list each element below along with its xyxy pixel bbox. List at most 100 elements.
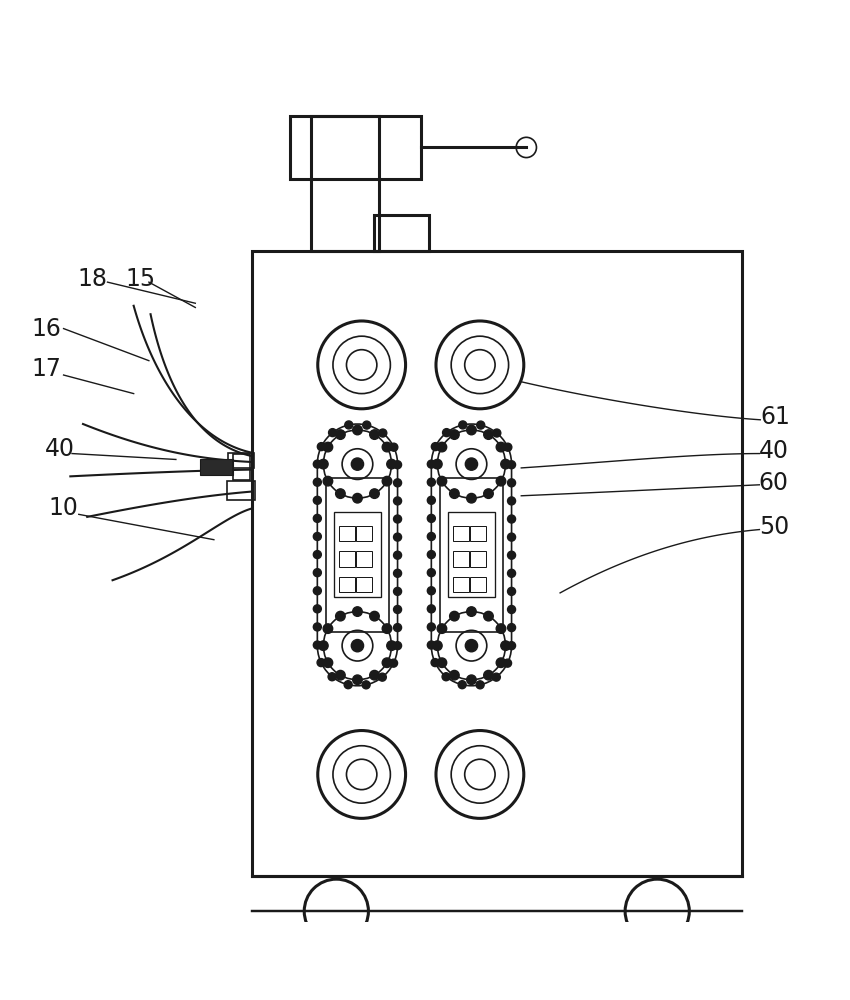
Circle shape [378,673,386,681]
Circle shape [492,673,501,681]
Circle shape [428,496,435,504]
Circle shape [507,461,516,469]
Circle shape [389,659,398,667]
Circle shape [507,605,516,613]
Circle shape [459,421,467,429]
Circle shape [428,478,435,486]
Circle shape [323,658,332,667]
Circle shape [394,551,401,559]
Circle shape [428,514,435,522]
Circle shape [496,624,506,633]
Bar [334,512,381,597]
Bar [290,116,421,179]
Circle shape [314,551,321,559]
Circle shape [476,681,484,689]
Circle shape [336,489,345,498]
Circle shape [450,670,459,680]
Circle shape [428,641,435,649]
Bar [470,577,485,592]
Circle shape [394,642,401,650]
Circle shape [382,658,392,667]
Circle shape [336,611,345,621]
Circle shape [353,607,362,616]
Circle shape [379,429,387,437]
Circle shape [507,587,516,595]
Bar [227,481,255,500]
Circle shape [496,442,506,452]
Text: 10: 10 [48,496,78,520]
Circle shape [465,458,478,470]
Text: 40: 40 [759,439,789,463]
Bar [356,577,371,592]
Bar [339,526,354,541]
Circle shape [484,430,493,439]
Bar [326,478,388,632]
Circle shape [363,421,371,429]
Circle shape [458,681,466,689]
Circle shape [317,659,325,667]
Circle shape [431,659,439,667]
Bar [448,512,495,597]
Circle shape [370,611,379,621]
Bar [454,577,468,592]
Circle shape [314,496,321,504]
Circle shape [394,569,401,577]
Circle shape [323,624,332,633]
Circle shape [428,532,435,540]
Circle shape [428,623,435,631]
Bar [454,526,468,541]
Circle shape [507,515,516,523]
Bar [356,551,371,567]
Circle shape [394,533,401,541]
Circle shape [467,675,476,685]
Circle shape [507,569,516,577]
Bar [229,453,253,468]
Circle shape [496,658,506,667]
Circle shape [319,641,328,650]
Circle shape [507,479,516,487]
Circle shape [370,489,379,498]
Text: 61: 61 [761,405,790,429]
Circle shape [433,459,442,469]
Circle shape [336,430,345,439]
Circle shape [437,442,447,452]
Circle shape [504,443,512,451]
Circle shape [394,605,401,613]
Circle shape [314,478,321,486]
Text: 16: 16 [31,317,62,341]
Circle shape [428,551,435,559]
Circle shape [507,497,516,505]
Circle shape [493,429,501,437]
Circle shape [428,460,435,468]
Circle shape [344,681,352,689]
Circle shape [467,425,476,435]
Circle shape [443,429,451,437]
Bar [440,478,502,632]
Circle shape [394,479,401,487]
Circle shape [323,476,332,486]
Circle shape [390,443,398,451]
Circle shape [323,442,332,452]
Circle shape [503,659,512,667]
Circle shape [428,569,435,577]
Circle shape [428,587,435,595]
Circle shape [428,605,435,613]
Text: 40: 40 [45,437,75,461]
Circle shape [507,642,516,650]
Circle shape [433,641,442,650]
Circle shape [353,493,362,503]
Text: 17: 17 [31,357,62,381]
Circle shape [465,640,478,652]
Circle shape [501,641,510,650]
Circle shape [437,658,447,667]
Bar [339,577,354,592]
Circle shape [507,533,516,541]
Circle shape [329,429,337,437]
Circle shape [394,624,401,632]
Circle shape [370,670,379,680]
Circle shape [319,459,328,469]
Circle shape [450,611,459,621]
Circle shape [437,476,447,486]
Circle shape [394,461,401,469]
Circle shape [484,489,493,498]
